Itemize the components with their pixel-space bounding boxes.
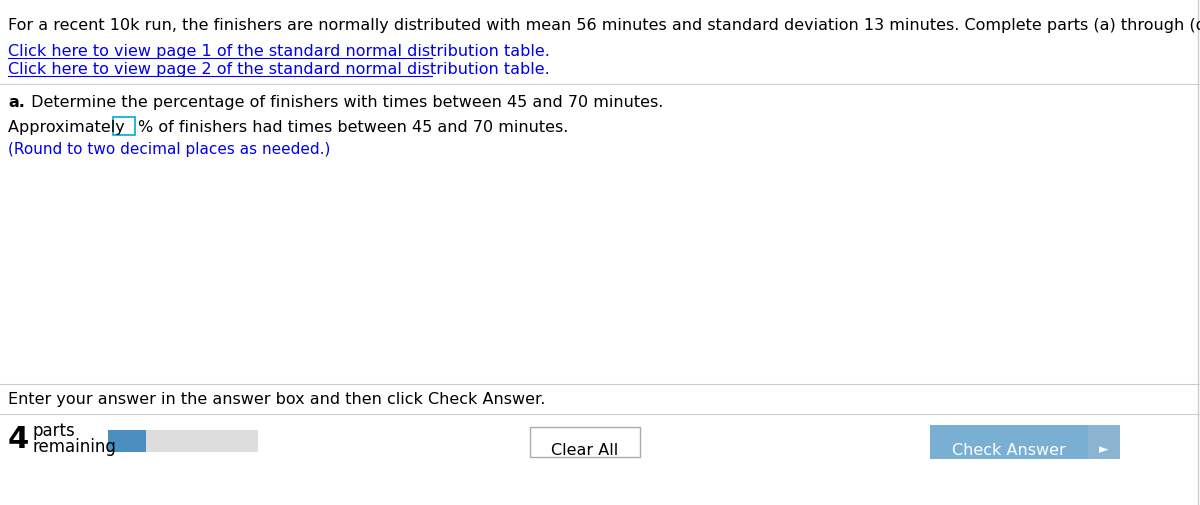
- FancyBboxPatch shape: [108, 430, 258, 452]
- FancyBboxPatch shape: [530, 427, 640, 457]
- Text: 4: 4: [8, 424, 29, 453]
- Text: ►: ►: [1099, 442, 1109, 455]
- Text: (Round to two decimal places as needed.): (Round to two decimal places as needed.): [8, 142, 330, 157]
- FancyBboxPatch shape: [113, 118, 134, 136]
- Text: Enter your answer in the answer box and then click Check Answer.: Enter your answer in the answer box and …: [8, 391, 545, 406]
- Text: For a recent 10k run, the finishers are normally distributed with mean 56 minute: For a recent 10k run, the finishers are …: [8, 18, 1200, 33]
- Text: % of finishers had times between 45 and 70 minutes.: % of finishers had times between 45 and …: [138, 120, 569, 135]
- Text: Approximately: Approximately: [8, 120, 130, 135]
- Text: Click here to view page 1 of the standard normal distribution table.: Click here to view page 1 of the standar…: [8, 44, 550, 59]
- FancyBboxPatch shape: [108, 430, 146, 452]
- Text: Click here to view page 2 of the standard normal distribution table.: Click here to view page 2 of the standar…: [8, 62, 550, 77]
- Text: Determine the percentage of finishers with times between 45 and 70 minutes.: Determine the percentage of finishers wi…: [26, 95, 664, 110]
- Text: parts: parts: [32, 421, 74, 439]
- FancyBboxPatch shape: [930, 425, 1088, 459]
- Text: Clear All: Clear All: [551, 442, 619, 457]
- Text: a.: a.: [8, 95, 25, 110]
- Text: Check Answer: Check Answer: [952, 442, 1066, 457]
- Text: remaining: remaining: [32, 437, 116, 455]
- FancyBboxPatch shape: [1088, 425, 1120, 459]
